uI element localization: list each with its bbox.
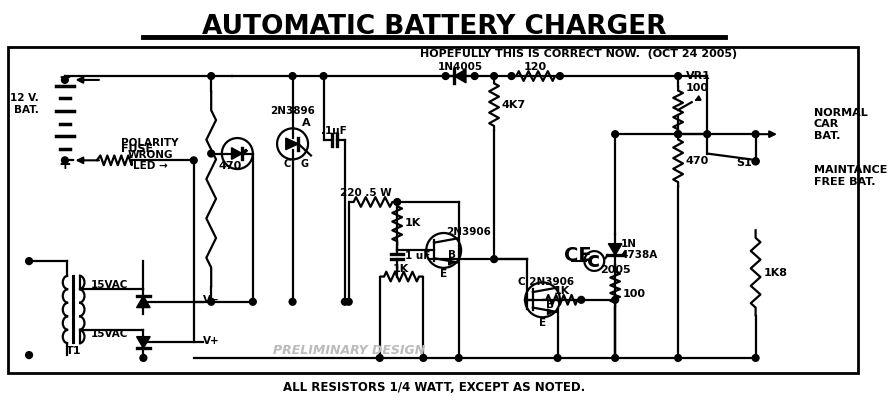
Text: E: E <box>538 318 546 328</box>
Polygon shape <box>286 138 298 150</box>
Text: B: B <box>448 250 455 260</box>
Circle shape <box>703 131 711 137</box>
Text: 470: 470 <box>685 156 709 166</box>
Text: 1N: 1N <box>621 239 637 249</box>
Circle shape <box>420 355 426 361</box>
Text: 100: 100 <box>623 289 646 299</box>
Polygon shape <box>136 296 151 307</box>
Text: E: E <box>440 269 447 278</box>
Text: POLARITY
WRONG
LED →: POLARITY WRONG LED → <box>121 138 179 171</box>
Polygon shape <box>136 337 151 348</box>
Circle shape <box>443 73 449 79</box>
Text: ALL RESISTORS 1/4 WATT, EXCEPT AS NOTED.: ALL RESISTORS 1/4 WATT, EXCEPT AS NOTED. <box>283 380 585 393</box>
Circle shape <box>289 298 296 305</box>
Text: 1K: 1K <box>405 218 421 228</box>
Text: 15VAC: 15VAC <box>91 280 128 290</box>
Circle shape <box>62 77 68 83</box>
Bar <box>8 47 858 374</box>
Text: 4738A: 4738A <box>621 250 659 260</box>
Text: A: A <box>302 118 311 127</box>
Text: HOPEFULLY THIS IS CORRECT NOW.  (OCT 24 2005): HOPEFULLY THIS IS CORRECT NOW. (OCT 24 2… <box>419 49 737 59</box>
Circle shape <box>675 355 682 361</box>
Text: CE: CE <box>564 246 591 265</box>
Circle shape <box>341 298 349 305</box>
Text: NORMAL
CAR
BAT.: NORMAL CAR BAT. <box>814 108 867 141</box>
Text: ©: © <box>579 249 609 278</box>
Circle shape <box>753 131 759 137</box>
Polygon shape <box>231 148 242 159</box>
Circle shape <box>140 355 147 361</box>
Text: 100: 100 <box>685 83 709 93</box>
Circle shape <box>455 355 462 361</box>
Circle shape <box>26 258 32 264</box>
Circle shape <box>612 297 618 303</box>
Circle shape <box>508 73 515 79</box>
Text: C 2N3906: C 2N3906 <box>518 277 574 287</box>
Text: FUSE: FUSE <box>122 144 153 154</box>
Circle shape <box>320 73 327 79</box>
Circle shape <box>753 355 759 361</box>
Circle shape <box>555 355 561 361</box>
Text: 4K7: 4K7 <box>502 100 526 110</box>
Text: B: B <box>547 300 555 310</box>
Text: V−: V− <box>203 295 220 305</box>
Circle shape <box>62 157 68 164</box>
Circle shape <box>289 73 296 79</box>
Text: 1K: 1K <box>554 286 570 296</box>
Text: S1: S1 <box>737 158 752 168</box>
Text: G: G <box>300 159 308 169</box>
Circle shape <box>556 73 564 79</box>
Text: 12 V.
BAT.: 12 V. BAT. <box>10 93 39 115</box>
Circle shape <box>578 297 584 303</box>
Text: +: + <box>58 157 72 172</box>
Circle shape <box>491 256 497 262</box>
Text: 15VAC: 15VAC <box>91 329 128 339</box>
Text: 470: 470 <box>219 161 242 171</box>
Circle shape <box>249 298 256 305</box>
Text: MAINTANCE
FREE BAT.: MAINTANCE FREE BAT. <box>814 165 887 187</box>
Circle shape <box>393 199 401 206</box>
Circle shape <box>376 355 383 361</box>
Text: 2N3906: 2N3906 <box>446 227 492 237</box>
Text: T1: T1 <box>66 346 82 356</box>
Circle shape <box>675 73 682 79</box>
Text: VR1: VR1 <box>685 71 711 81</box>
Circle shape <box>612 355 618 361</box>
Text: 1N4005: 1N4005 <box>437 62 483 72</box>
Circle shape <box>491 73 497 79</box>
Circle shape <box>675 131 682 137</box>
Circle shape <box>208 298 214 305</box>
Circle shape <box>26 352 32 358</box>
Polygon shape <box>454 69 466 83</box>
Circle shape <box>612 131 618 137</box>
Text: 220 .5 W: 220 .5 W <box>340 188 392 198</box>
Text: C: C <box>283 159 290 169</box>
Text: PRELIMINARY DESIGN: PRELIMINARY DESIGN <box>272 344 425 357</box>
Text: .1uF: .1uF <box>322 126 347 136</box>
Polygon shape <box>608 244 622 255</box>
Text: 120: 120 <box>524 62 547 72</box>
Text: AUTOMATIC BATTERY CHARGER: AUTOMATIC BATTERY CHARGER <box>202 14 667 39</box>
Circle shape <box>753 158 759 165</box>
Circle shape <box>190 157 197 164</box>
Circle shape <box>471 73 478 79</box>
Circle shape <box>208 73 214 79</box>
Text: V+: V+ <box>203 336 220 345</box>
Text: 1 uF: 1 uF <box>405 251 430 261</box>
Text: 1K8: 1K8 <box>763 268 788 278</box>
Circle shape <box>675 131 682 137</box>
Text: 2005: 2005 <box>599 265 631 275</box>
Circle shape <box>753 158 759 165</box>
Circle shape <box>345 298 352 305</box>
Text: −: − <box>58 71 72 85</box>
Text: 1K: 1K <box>393 264 409 274</box>
Circle shape <box>208 150 214 157</box>
Text: 2N3896: 2N3896 <box>270 106 315 116</box>
